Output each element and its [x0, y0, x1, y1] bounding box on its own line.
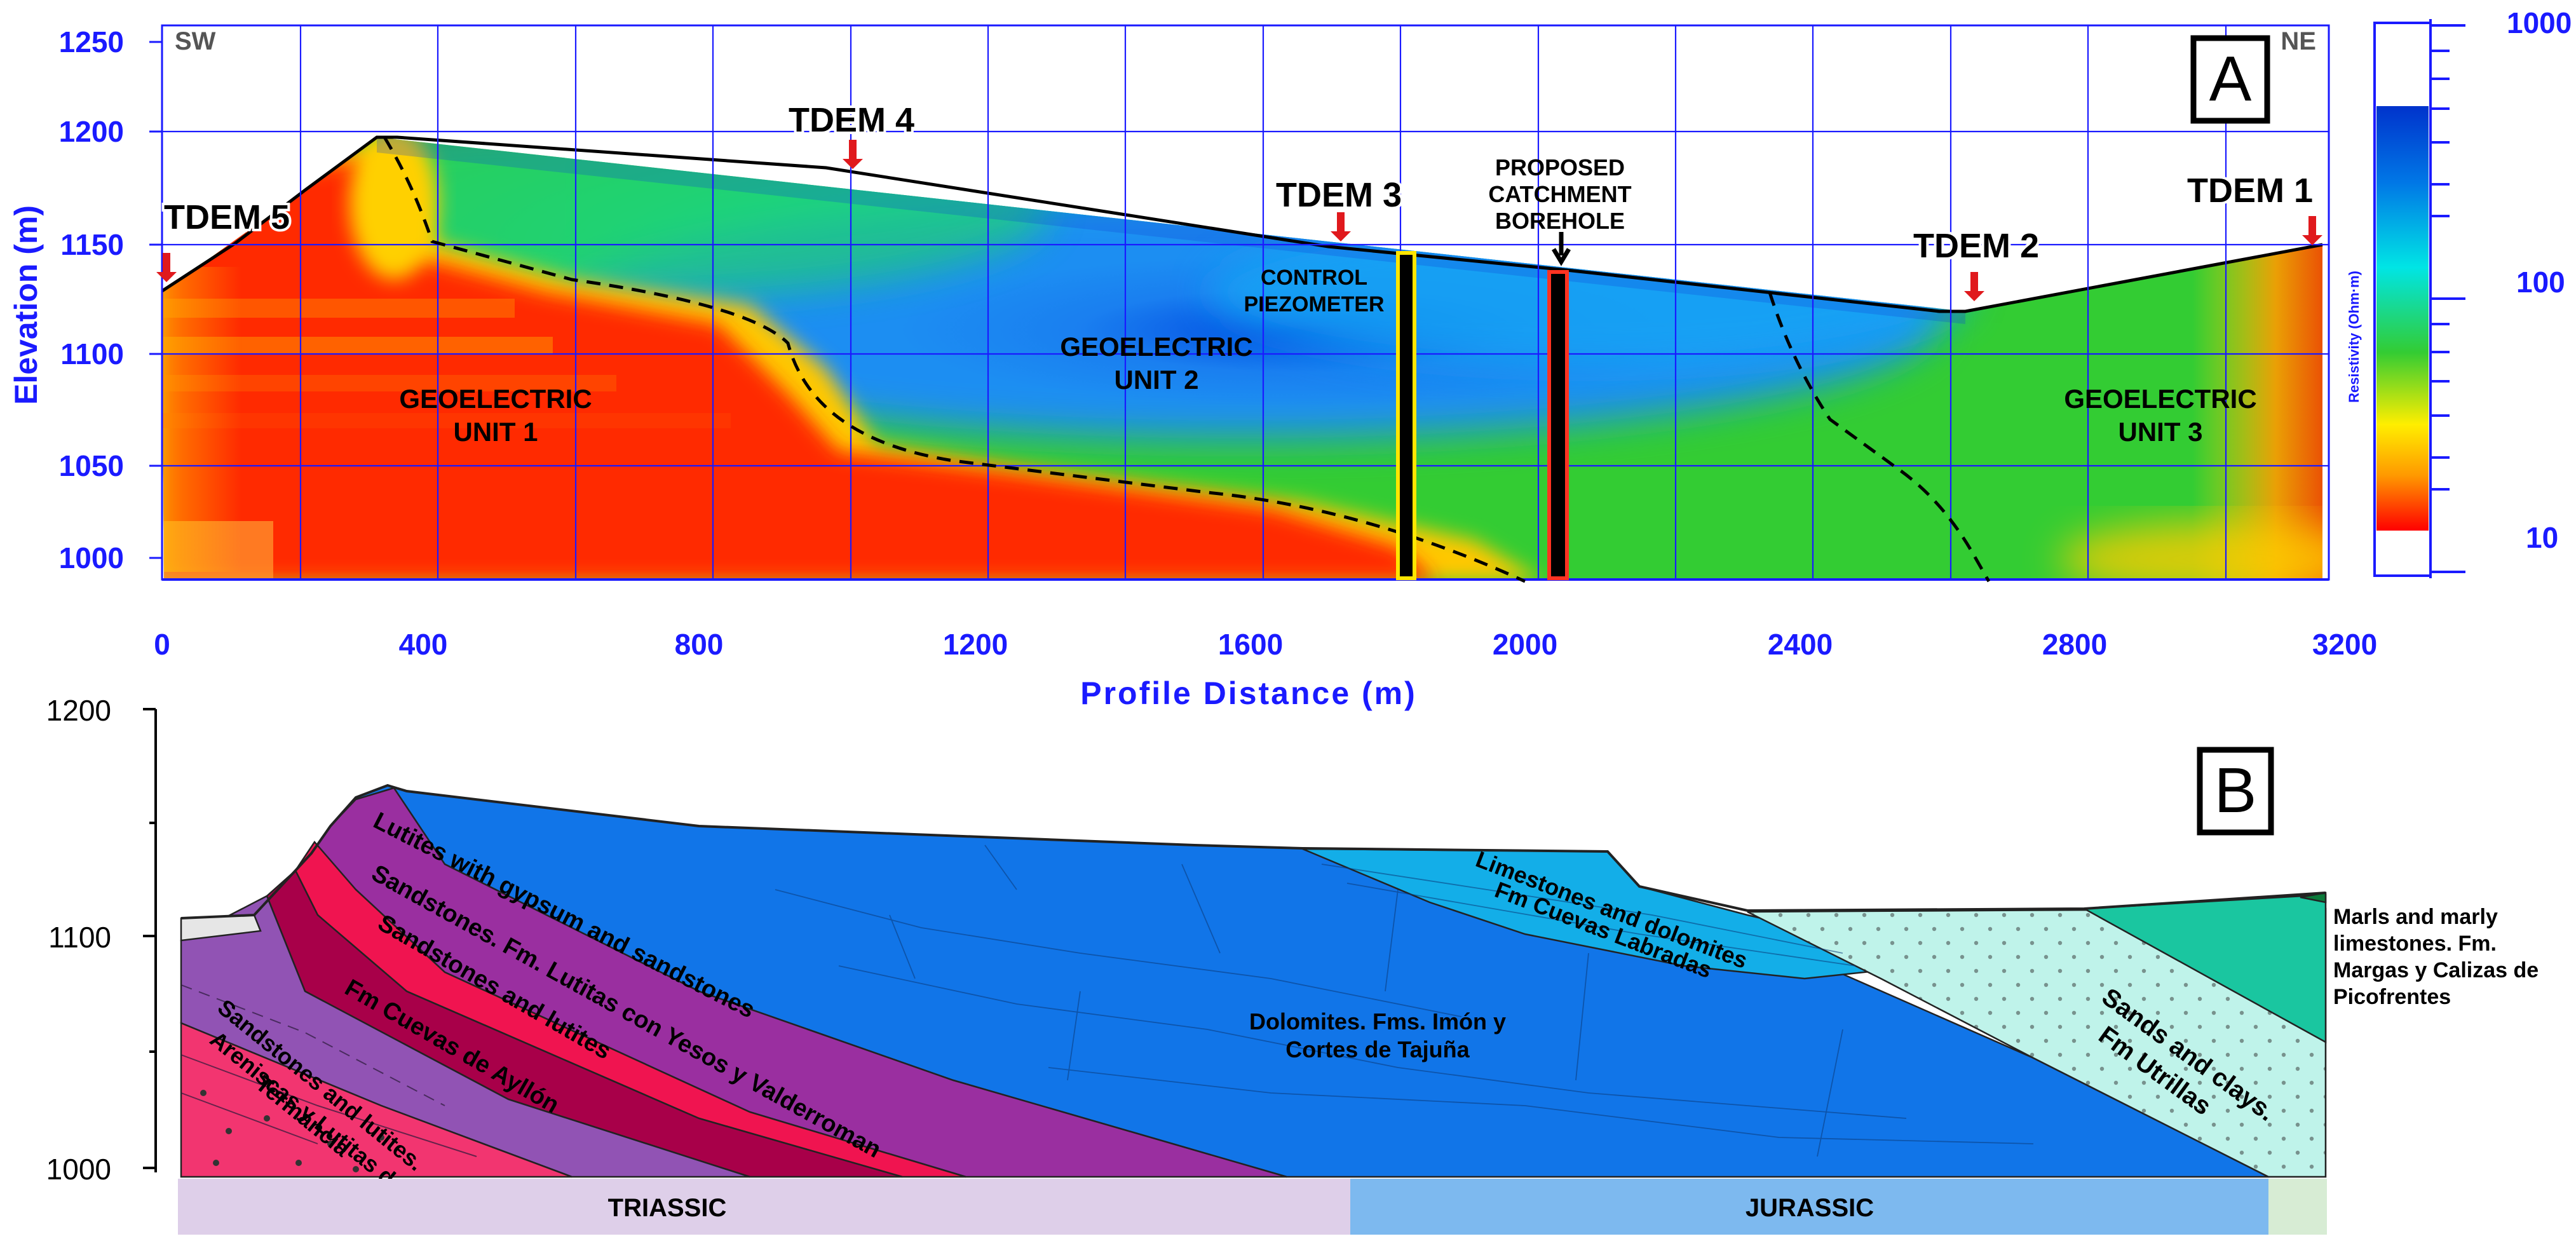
jurassic-band [1350, 1179, 2268, 1235]
cb-tick-1000: 1000 [2507, 6, 2572, 39]
a-xtick-800: 800 [675, 628, 724, 661]
tdem3-marker-icon [1331, 212, 1351, 241]
tdem2-marker-icon [1964, 272, 1984, 301]
geologic-section [180, 784, 2327, 1178]
unit2-label-1: GEOELECTRIC [1060, 332, 1252, 362]
triassic-label: TRIASSIC [608, 1194, 727, 1222]
a-ytick-1200: 1200 [59, 115, 124, 148]
termancia-layer [180, 1022, 573, 1178]
borehole-label-2: CATCHMENT [1488, 181, 1631, 207]
panel-b: 1200 1100 1000 [46, 694, 2539, 1235]
label-dolomites-2: Cortes de Tajuña [1285, 1036, 1470, 1062]
tdem2-label: TDEM 2 [1913, 227, 2039, 265]
unit1-label-1: GEOELECTRIC [399, 384, 592, 414]
panel-b-letter: B [2214, 755, 2257, 826]
a-xtick-1200: 1200 [943, 628, 1008, 661]
a-xtick-400: 400 [399, 628, 448, 661]
borehole-label-1: PROPOSED [1495, 154, 1625, 180]
label-marls-2: limestones. Fm. [2333, 932, 2497, 956]
tdem5-label: TDEM 5 [164, 198, 290, 236]
bedding-lines [775, 844, 2034, 1157]
panel-a-letter-box [2190, 35, 2270, 124]
unit3-label-2: UNIT 3 [2118, 417, 2202, 447]
label-marls-4: Picofrentes [2333, 985, 2451, 1009]
corner-ne: NE [2281, 27, 2316, 55]
lower-bedding-lines [180, 984, 477, 1157]
b-ytick-1200: 1200 [46, 694, 111, 727]
a-xtick-2400: 2400 [1768, 628, 1833, 661]
a-ytick-1150: 1150 [60, 228, 124, 261]
piezometer-label-1: CONTROL [1261, 266, 1367, 290]
a-xtick-0: 0 [154, 628, 170, 661]
borehole-label-3: BOREHOLE [1495, 208, 1625, 234]
piezometer-label-2: PIEZOMETER [1244, 292, 1384, 316]
a-xtick-2800: 2800 [2042, 628, 2107, 661]
b-ytick-1100: 1100 [48, 921, 111, 954]
tdem3-label: TDEM 3 [1276, 176, 1402, 214]
label-marls-3: Margas y Calizas de [2333, 958, 2539, 982]
cb-tick-10: 10 [2526, 521, 2558, 554]
station-markers [156, 140, 2322, 301]
tdem1-marker-icon [2302, 216, 2322, 245]
a-y-axis-title: Elevation (m) [8, 205, 44, 405]
panel-b-letter-box [2197, 747, 2274, 836]
a-xtick-1600: 1600 [1218, 628, 1283, 661]
termancia-dots [200, 1090, 384, 1172]
topography-line [161, 135, 2323, 313]
a-x-axis-title: Profile Distance (m) [1080, 675, 1417, 711]
panel-a-letter: A [2209, 43, 2252, 114]
b-ytick-1000: 1000 [46, 1153, 111, 1186]
a-xtick-3200: 3200 [2312, 628, 2377, 661]
control-piezometer-well [1396, 251, 1416, 580]
a-ytick-1250: 1250 [59, 25, 124, 58]
corner-sw: SW [175, 27, 216, 55]
unit2-label-2: UNIT 2 [1114, 365, 1198, 395]
tdem4-label: TDEM 4 [789, 101, 914, 139]
resistivity-colorbar: 1000 100 10 Resistivity (Ohm·m) [2346, 6, 2572, 578]
cretaceous-band [2268, 1179, 2327, 1235]
a-xtick-2000: 2000 [1493, 628, 1557, 661]
label-dolomites-1: Dolomites. Fms. Imón y [1249, 1008, 1506, 1034]
cb-title: Resistivity (Ohm·m) [2346, 271, 2362, 403]
grid-lines [162, 25, 2329, 580]
a-ytick-1050: 1050 [59, 449, 124, 482]
unit-boundaries [383, 136, 1991, 583]
jurassic-label: JURASSIC [1746, 1194, 1874, 1222]
label-marls-1: Marls and marly [2333, 905, 2498, 929]
triassic-band [178, 1179, 1350, 1235]
unit3-label-1: GEOELECTRIC [2064, 384, 2256, 414]
proposed-borehole-well [1547, 270, 1569, 580]
cb-tick-100: 100 [2516, 266, 2565, 299]
a-ytick-1100: 1100 [60, 337, 124, 370]
tdem5-marker-icon [156, 253, 177, 282]
a-ytick-1000: 1000 [59, 541, 124, 574]
panel-a: TDEM 5 TDEM 4 TDEM 3 TDEM 2 TDEM 1 CONTR… [8, 6, 2572, 711]
resistivity-section [162, 137, 2322, 580]
tdem4-marker-icon [843, 140, 863, 169]
borehole-arrow-icon [1551, 232, 1571, 266]
unit1-label-2: UNIT 1 [453, 417, 538, 447]
tdem1-label: TDEM 1 [2187, 172, 2313, 210]
